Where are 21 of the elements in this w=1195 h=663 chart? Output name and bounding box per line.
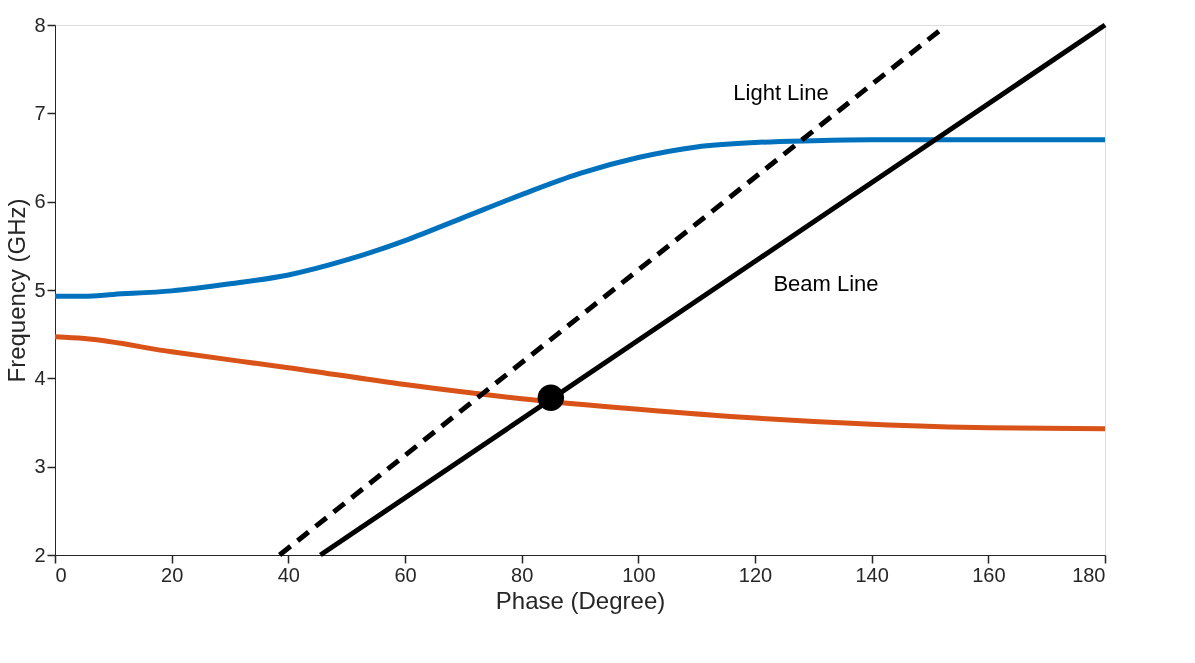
y-tick-label: 6 xyxy=(34,190,46,213)
x-tick-label: 160 xyxy=(972,563,1006,586)
x-tick-label: 40 xyxy=(277,563,300,586)
y-axis-title: Frequency (GHz) xyxy=(3,198,31,383)
x-tick-label: 100 xyxy=(622,563,656,586)
x-tick-label: 120 xyxy=(738,563,773,586)
x-tick-label: 20 xyxy=(161,563,184,586)
y-tick-label: 2 xyxy=(34,543,46,566)
y-tick-label: 3 xyxy=(34,455,46,478)
x-tick-label: 80 xyxy=(511,563,534,586)
y-tick-label: 7 xyxy=(34,101,46,124)
annotation: Light Line xyxy=(733,80,829,105)
x-tick-label: 0 xyxy=(55,563,67,586)
y-tick-label: 5 xyxy=(34,278,46,301)
x-tick-label: 180 xyxy=(1072,563,1106,586)
annotation: Beam Line xyxy=(773,271,879,296)
x-axis-title: Phase (Degree) xyxy=(495,586,666,614)
y-tick-label: 8 xyxy=(34,13,46,36)
x-tick-label: 60 xyxy=(394,563,417,586)
y-tick-label: 4 xyxy=(34,366,46,389)
x-tick-label: 140 xyxy=(855,563,889,586)
